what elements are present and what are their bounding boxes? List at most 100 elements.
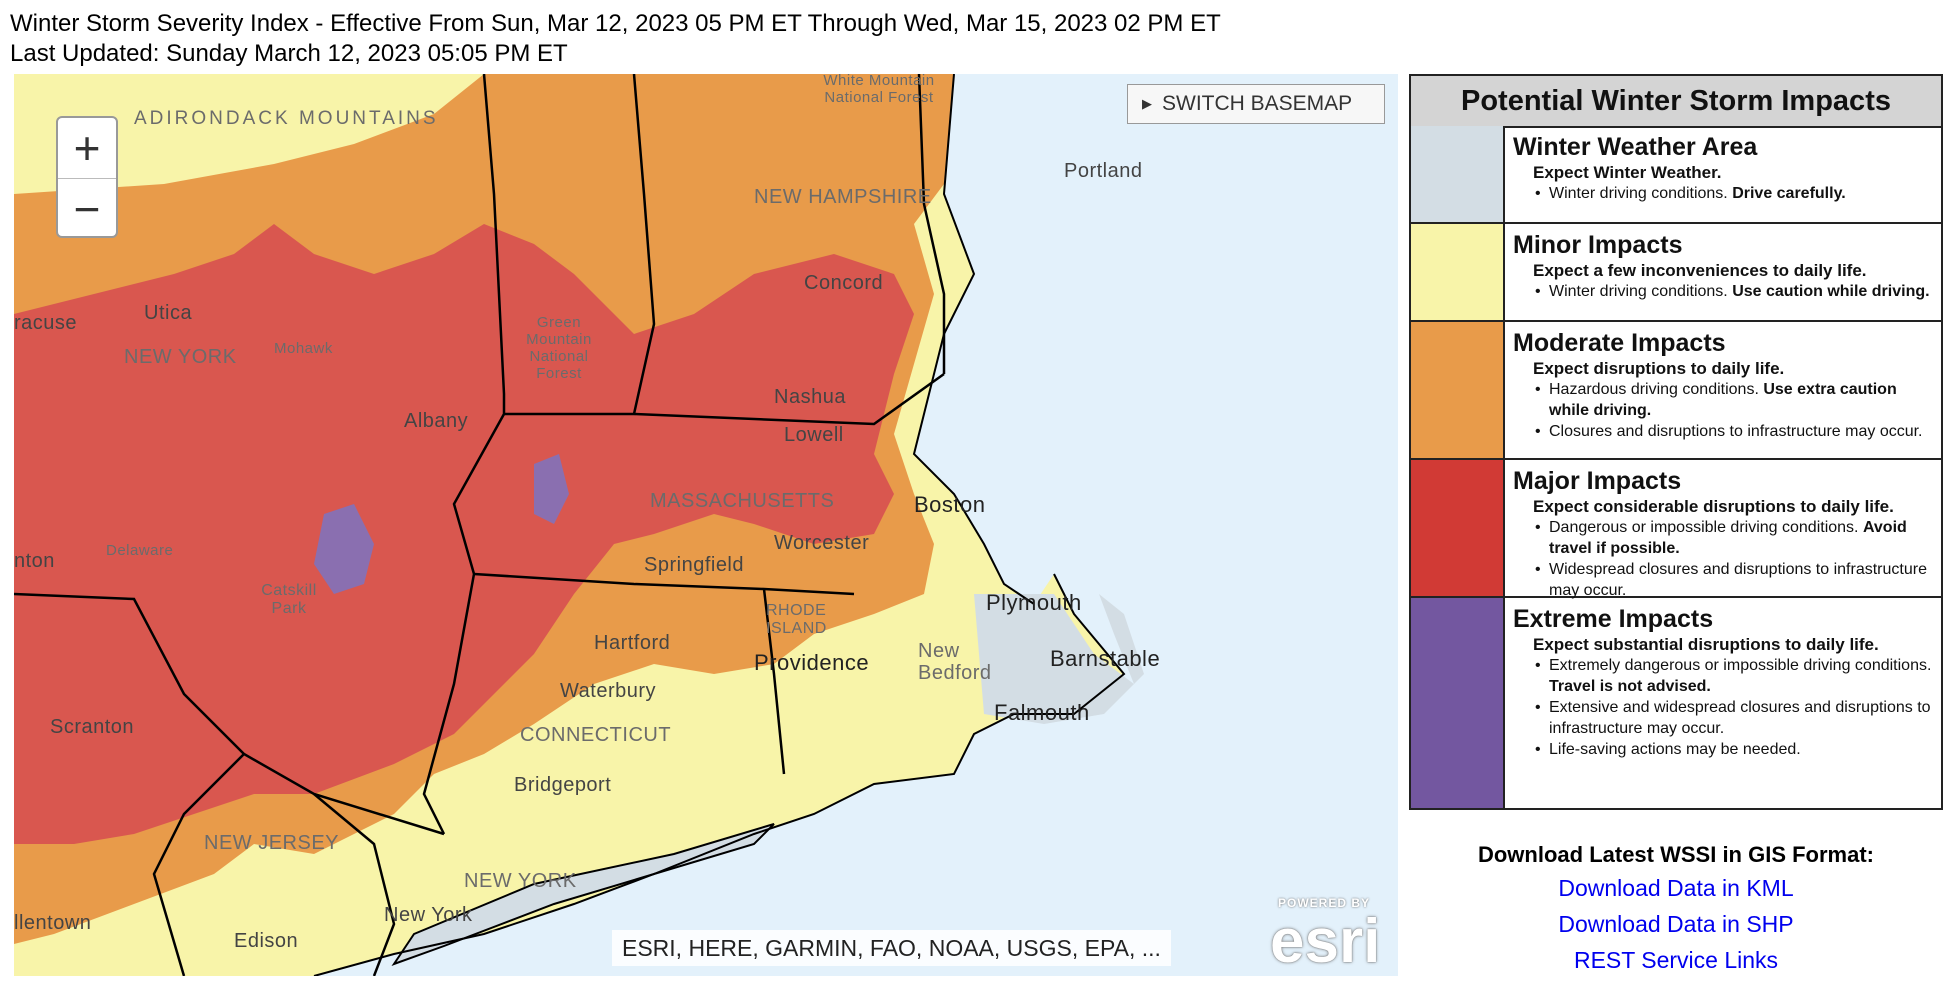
legend-heading: Winter Weather Area [1513,133,1758,161]
map-label-white-mountain: White Mountain National Forest [823,74,935,106]
legend-bullet-text: Extensive and widespread closures and di… [1549,699,1931,737]
legend-title: Potential Winter Storm Impacts [1411,76,1941,128]
download-shp-link[interactable]: Download Data in SHP [1558,911,1794,937]
map-label-boston: Boston [914,492,986,517]
legend-text: Major Impacts Expect considerable disrupt… [1513,466,1933,601]
map-label-springfield: Springfield [644,554,745,576]
legend-bullet-text: Winter driving conditions. [1549,185,1733,202]
legend-subtitle: Expect disruptions to daily life. [1533,359,1785,378]
esri-wordmark: esri [1270,907,1381,976]
legend-text: Extreme Impacts Expect substantial disrup… [1513,604,1933,760]
legend-bullet-text: Widespread closures and disruptions to i… [1549,561,1927,599]
legend-bullet-emphasis: Travel is not advised. [1549,678,1711,695]
legend-text: Winter Weather Area Expect Winter Weather… [1513,132,1933,204]
map-label-portland: Portland [1064,160,1143,182]
map-label-allentown: llentown [14,912,92,934]
map-label-utica: Utica [144,302,193,324]
legend-text: Moderate Impacts Expect disruptions to da… [1513,328,1933,442]
legend-row-moderate-impacts: Moderate Impacts Expect disruptions to da… [1411,322,1941,460]
legend-bullet: Widespread closures and disruptions to i… [1533,559,1933,601]
legend-swatch [1411,598,1505,808]
legend-bullet-text: Dangerous or impossible driving conditio… [1549,519,1863,536]
legend-bullet-text: Winter driving conditions. [1549,283,1733,300]
legend-row-major-impacts: Major Impacts Expect considerable disrupt… [1411,460,1941,601]
legend-row-winter-weather-area: Winter Weather Area Expect Winter Weather… [1411,126,1941,224]
map-canvas[interactable] [14,74,1398,976]
download-title: Download Latest WSSI in GIS Format: [1477,842,1875,867]
esri-logo[interactable]: POWERED BY esri [1262,896,1398,976]
map-label-new-york-state: NEW YORK [124,346,237,368]
legend-bullet-emphasis: Use caution while driving. [1732,283,1930,300]
legend-row-minor-impacts: Minor Impacts Expect a few inconveniences… [1411,224,1941,322]
rest-service-link[interactable]: REST Service Links [1573,947,1779,973]
map-label-scranton: Scranton [50,716,135,738]
map-label-binghamton: nton [14,550,55,572]
legend-bullet: Extremely dangerous or impossible drivin… [1533,655,1933,697]
esri-powered-by: POWERED BY [1278,896,1371,910]
last-updated: Last Updated: Sunday March 12, 2023 05:0… [10,40,568,67]
legend-bullet-text: Life-saving actions may be needed. [1549,741,1801,758]
legend-subtitle: Expect a few inconveniences to daily lif… [1533,261,1867,280]
legend-bullet: Closures and disruptions to infrastructu… [1533,421,1933,442]
zoom-in-button[interactable]: + [73,122,101,174]
legend-bullet: Dangerous or impossible driving conditio… [1533,517,1933,559]
legend-swatch [1411,460,1505,596]
download-kml-link[interactable]: Download Data in KML [1558,875,1794,901]
map-label-falmouth: Falmouth [994,700,1090,725]
legend-swatch [1411,322,1505,458]
map-label-hartford: Hartford [594,632,671,654]
legend-heading: Major Impacts [1513,467,1682,495]
map-label-delaware: Delaware [106,542,174,559]
switch-basemap-button[interactable]: ▶ SWITCH BASEMAP [1127,84,1385,124]
map-label-rhode-island: RHODE ISLAND [766,602,827,637]
map-label-new-jersey: NEW JERSEY [204,832,340,854]
map-label-barnstable: Barnstable [1050,646,1161,671]
map-label-new-york-city: New York [384,904,473,926]
legend-heading: Minor Impacts [1513,231,1683,259]
legend-bullet: Winter driving conditions. Drive careful… [1533,183,1933,204]
legend-heading: Moderate Impacts [1513,329,1726,357]
page-title: Winter Storm Severity Index - Effective … [10,10,1221,37]
legend-subtitle: Expect Winter Weather. [1533,163,1722,182]
legend-subtitle: Expect substantial disruptions to daily … [1533,635,1879,654]
map-label-mohawk: Mohawk [274,340,333,357]
map-label-massachusetts: MASSACHUSETTS [650,490,835,512]
legend-text: Minor Impacts Expect a few inconveniences… [1513,230,1933,302]
map-label-bridgeport: Bridgeport [514,774,612,796]
map-label-waterbury: Waterbury [560,680,657,702]
map-label-concord: Concord [804,272,884,294]
zoom-out-button[interactable]: − [58,178,116,239]
legend-bullet-text: Hazardous driving conditions. [1549,381,1764,398]
map-label-providence: Providence [754,650,870,675]
map-attribution: ESRI, HERE, GARMIN, FAO, NOAA, USGS, EPA… [612,930,1171,966]
legend-swatch [1411,224,1505,320]
map-label-syracuse: racuse [14,312,78,334]
legend-bullet: Life-saving actions may be needed. [1533,739,1933,760]
download-section: Download Latest WSSI in GIS Format: Down… [1409,840,1943,978]
caret-right-icon: ▶ [1142,96,1152,111]
switch-basemap-label: SWITCH BASEMAP [1162,92,1353,115]
legend-bullet-text: Closures and disruptions to infrastructu… [1549,423,1923,440]
legend-bullet: Hazardous driving conditions. Use extra … [1533,379,1933,421]
map-label-new-hampshire: NEW HAMPSHIRE [754,186,932,208]
legend-bullet-emphasis: Drive carefully. [1732,185,1846,202]
legend-bullet-emphasis: Use extra caution while driving. [1549,381,1897,419]
map-label-connecticut: CONNECTICUT [520,724,672,746]
map-label-new-york-south: NEW YORK [464,870,577,892]
map-label-plymouth: Plymouth [986,590,1082,615]
map-label-lowell: Lowell [784,424,844,446]
legend-bullet: Extensive and widespread closures and di… [1533,697,1933,739]
map-view[interactable]: ADIRONDACK MOUNTAINS White Mountain Nati… [14,74,1398,976]
map-label-new-bedford: New Bedford [918,640,992,684]
legend-swatch [1411,126,1505,222]
map-label-catskill: Catskill Park [261,582,317,617]
legend-heading: Extreme Impacts [1513,605,1714,633]
map-label-worcester: Worcester [774,532,870,554]
map-label-nashua: Nashua [774,386,846,408]
map-label-edison: Edison [234,930,299,952]
legend-subtitle: Expect considerable disruptions to daily… [1533,497,1894,516]
map-label-adirondack: ADIRONDACK MOUNTAINS [134,108,439,129]
legend-bullet-text: Extremely dangerous or impossible drivin… [1549,657,1932,674]
legend-bullet-emphasis: Avoid travel if possible. [1549,519,1907,557]
legend-bullet: Winter driving conditions. Use caution w… [1533,281,1933,302]
